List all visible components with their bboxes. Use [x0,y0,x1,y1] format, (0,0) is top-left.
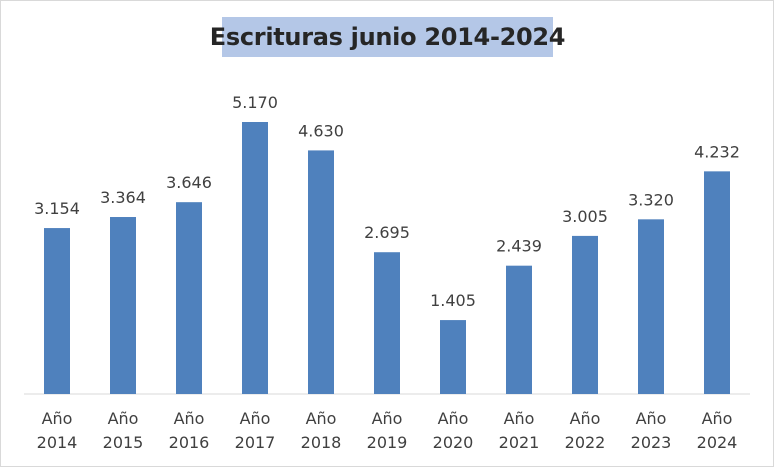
data-label-2023: 3.320 [628,190,674,209]
data-label-2017: 5.170 [232,93,278,112]
data-label-2019: 2.695 [364,223,410,242]
bar-2016 [176,202,202,394]
bar-2017 [242,122,268,394]
chart-title-box: Escrituras junio 2014-2024 [210,17,566,57]
x-tick-label-2016: Año 2016 [169,409,210,452]
bar-2020 [440,320,466,394]
bar-2014 [44,228,70,394]
data-label-2022: 3.005 [562,207,608,226]
data-label-2021: 2.439 [496,237,542,256]
bar-2022 [572,235,598,394]
data-label-2018: 4.630 [298,121,344,140]
bar-2023 [638,219,664,394]
bar-2018 [308,150,334,394]
data-label-2020: 1.405 [430,291,476,310]
bar-2021 [506,265,532,394]
x-tick-label-2014: Año 2014 [37,409,78,452]
x-tick-label-2017: Año 2017 [235,409,276,452]
x-tick-label-2023: Año 2023 [631,409,672,452]
chart-title: Escrituras junio 2014-2024 [209,23,566,51]
bar-2024 [704,171,730,394]
x-tick-label-2019: Año 2019 [367,409,408,452]
x-tick-label-2022: Año 2022 [565,409,606,452]
bar-2015 [110,217,136,394]
data-label-2016: 3.646 [166,173,212,192]
x-tick-label-2024: Año 2024 [697,409,738,452]
data-label-2024: 4.232 [694,142,740,161]
x-tick-label-2021: Año 2021 [499,409,540,452]
x-tick-label-2015: Año 2015 [103,409,144,452]
data-label-2014: 3.154 [34,199,80,218]
x-tick-label-2020: Año 2020 [433,409,474,452]
x-tick-label-2018: Año 2018 [301,409,342,452]
bar-2019 [374,252,400,394]
data-label-2015: 3.364 [100,188,146,207]
